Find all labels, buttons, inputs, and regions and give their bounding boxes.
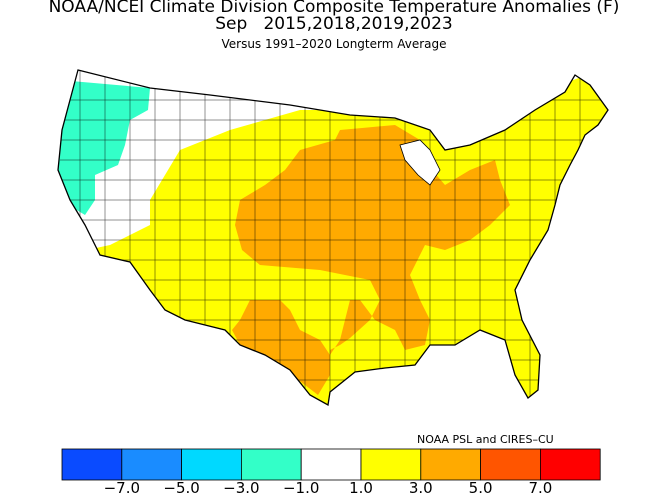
legend-swatch <box>540 448 601 481</box>
legend-swatch <box>121 448 183 481</box>
map-subtitle-baseline: Versus 1991–2020 Longterm Average <box>221 37 447 51</box>
legend-swatch <box>480 448 541 481</box>
great-lakes <box>399 139 441 186</box>
map-subtitle-period: Sep 2015,2018,2019,2023 <box>215 14 453 34</box>
legend-swatch <box>300 448 362 481</box>
legend-swatch <box>61 448 123 481</box>
legend-tick-label: 5.0 <box>468 479 493 497</box>
legend-swatch <box>240 448 302 481</box>
map-title: NOAA/NCEI Climate Division Composite Tem… <box>48 0 620 17</box>
legend-tick-label: −7.0 <box>103 479 141 497</box>
legend-tick-label: −5.0 <box>163 479 200 497</box>
legend-tick-label: 7.0 <box>528 479 553 497</box>
legend-tick-label: 3.0 <box>408 479 433 497</box>
legend-swatch <box>360 448 422 481</box>
legend-swatch <box>181 448 242 481</box>
credit-label: NOAA PSL and CIRES–CU <box>417 433 554 446</box>
legend-tick-label: −3.0 <box>223 479 260 497</box>
region-anomaly-minus3-to-minus1 <box>58 80 150 215</box>
legend-swatch <box>420 448 481 481</box>
legend-tick-label: 1.0 <box>349 479 373 497</box>
legend-tick-label: −1.0 <box>282 479 320 497</box>
